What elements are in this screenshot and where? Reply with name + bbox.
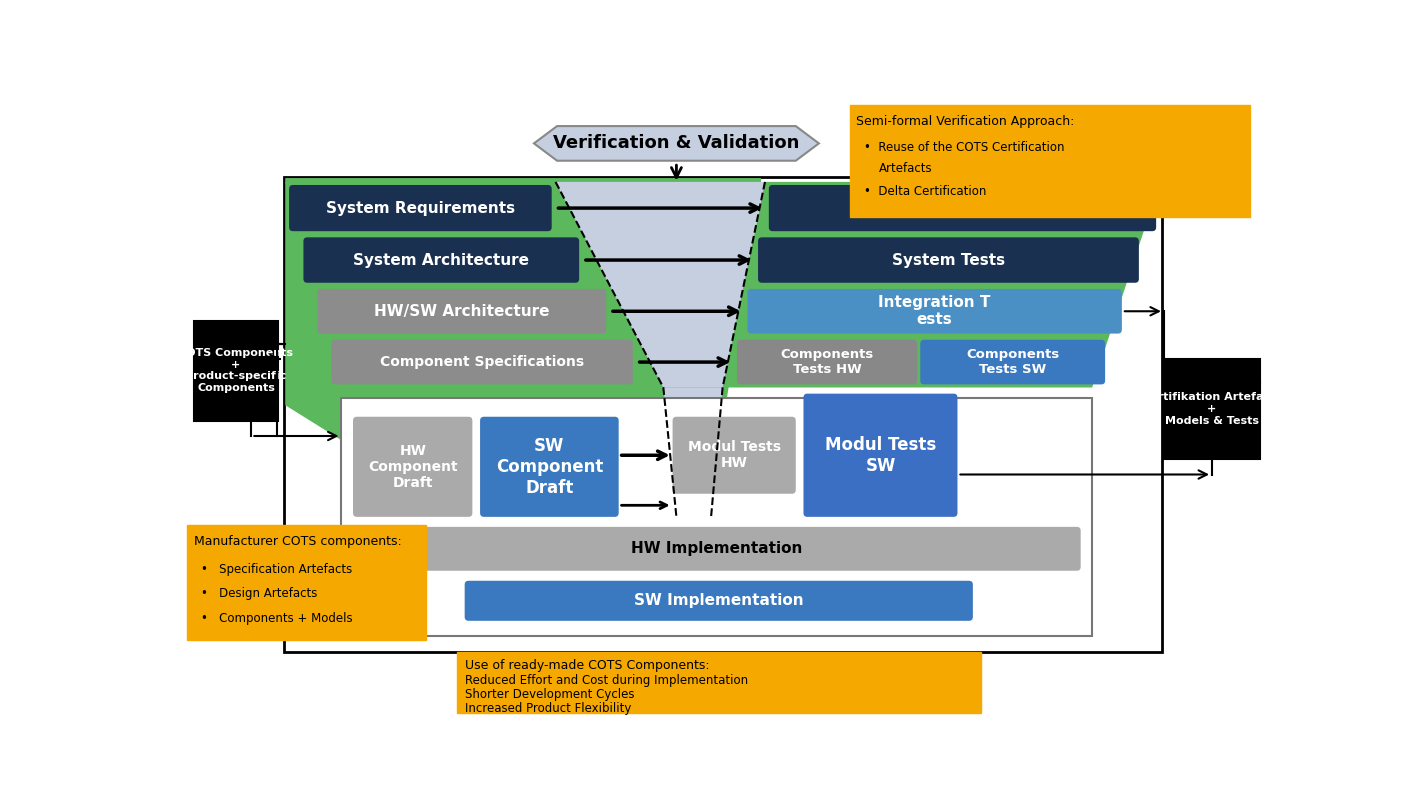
Polygon shape xyxy=(285,182,663,387)
FancyBboxPatch shape xyxy=(759,237,1139,283)
FancyBboxPatch shape xyxy=(317,289,606,334)
Text: Component Specifications: Component Specifications xyxy=(381,355,584,369)
FancyBboxPatch shape xyxy=(768,185,1156,231)
Text: •   Components + Models: • Components + Models xyxy=(202,612,352,625)
Text: Integration T
ests: Integration T ests xyxy=(878,295,991,327)
Text: •   Specification Artefacts: • Specification Artefacts xyxy=(202,563,352,576)
Text: •  Reuse of the COTS Certification: • Reuse of the COTS Certification xyxy=(863,141,1065,154)
Text: Increased Product Flexibility: Increased Product Flexibility xyxy=(465,702,632,715)
Text: Use of ready-made COTS Components:: Use of ready-made COTS Components: xyxy=(465,659,709,672)
Text: System Architecture: System Architecture xyxy=(354,253,529,267)
Text: COTS Components
+
Product-specific
Components: COTS Components + Product-specific Compo… xyxy=(179,348,293,393)
Bar xyxy=(1163,359,1261,459)
Text: Components
Tests SW: Components Tests SW xyxy=(966,348,1059,376)
FancyBboxPatch shape xyxy=(465,581,973,620)
Polygon shape xyxy=(663,387,722,517)
Text: SW Implementation: SW Implementation xyxy=(634,593,804,608)
Bar xyxy=(341,398,1093,636)
FancyBboxPatch shape xyxy=(673,417,795,494)
Text: •   Design Artefacts: • Design Artefacts xyxy=(202,587,317,600)
Bar xyxy=(193,321,278,420)
Polygon shape xyxy=(722,182,1160,387)
Bar xyxy=(188,525,426,640)
Text: Shorter Development Cycles: Shorter Development Cycles xyxy=(465,688,634,701)
Text: Modul Tests
SW: Modul Tests SW xyxy=(825,436,936,475)
Text: Certifikation Artefacts
+
Models & Tests: Certifikation Artefacts + Models & Tests xyxy=(1142,393,1282,425)
Bar xyxy=(283,177,1162,651)
Text: HW Implementation: HW Implementation xyxy=(632,541,802,556)
Bar xyxy=(850,105,1251,216)
FancyBboxPatch shape xyxy=(303,237,580,283)
Text: Manufacturer COTS components:: Manufacturer COTS components: xyxy=(193,535,402,548)
Text: HW
Component
Draft: HW Component Draft xyxy=(368,444,457,490)
Text: System Requirements: System Requirements xyxy=(326,201,515,215)
Text: Components
Tests HW: Components Tests HW xyxy=(781,348,874,376)
Text: HW/SW Architecture: HW/SW Architecture xyxy=(374,304,550,319)
FancyBboxPatch shape xyxy=(352,526,1080,571)
FancyBboxPatch shape xyxy=(921,339,1105,385)
Polygon shape xyxy=(556,182,766,387)
FancyBboxPatch shape xyxy=(737,339,916,385)
Text: System Tests: System Tests xyxy=(893,253,1005,267)
FancyBboxPatch shape xyxy=(804,394,957,517)
Polygon shape xyxy=(534,126,819,160)
Text: SW
Component
Draft: SW Component Draft xyxy=(496,437,603,497)
Text: Acceptance Test: Acceptance Test xyxy=(893,201,1032,215)
FancyBboxPatch shape xyxy=(352,417,472,517)
FancyBboxPatch shape xyxy=(479,417,619,517)
Bar xyxy=(457,651,980,713)
FancyBboxPatch shape xyxy=(289,185,551,231)
FancyBboxPatch shape xyxy=(331,339,633,385)
Text: Semi-formal Verification Approach:: Semi-formal Verification Approach: xyxy=(856,115,1074,128)
Text: Reduced Effort and Cost during Implementation: Reduced Effort and Cost during Implement… xyxy=(465,675,747,688)
Polygon shape xyxy=(285,178,761,450)
Text: Artefacts: Artefacts xyxy=(878,161,932,174)
Text: •  Delta Certification: • Delta Certification xyxy=(863,185,986,198)
FancyBboxPatch shape xyxy=(747,289,1122,334)
Text: Modul Tests
HW: Modul Tests HW xyxy=(688,440,781,471)
Polygon shape xyxy=(285,182,663,387)
Text: Verification & Validation: Verification & Validation xyxy=(553,134,799,152)
